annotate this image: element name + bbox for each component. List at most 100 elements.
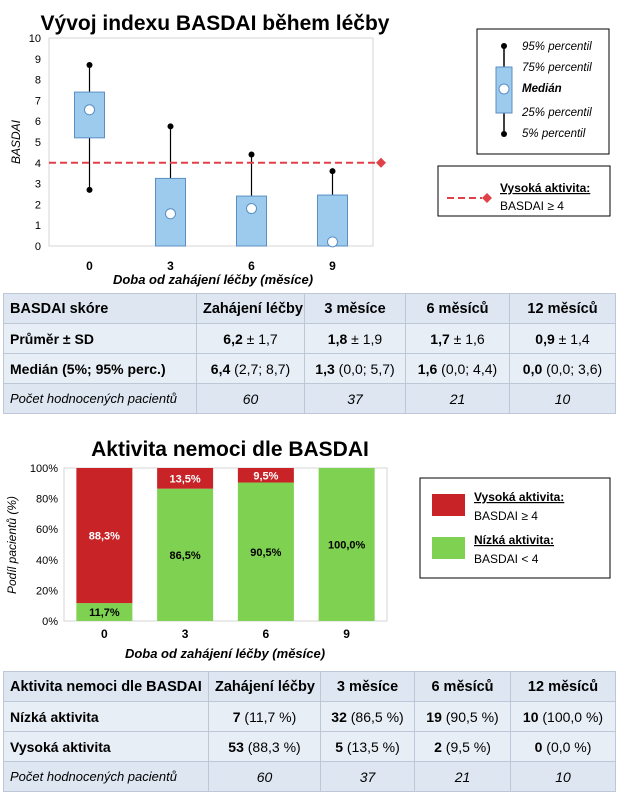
- box-p5-dot: [86, 186, 93, 193]
- y-tick-label: 80%: [36, 494, 58, 506]
- y-tick-label: 40%: [36, 555, 58, 567]
- table-cell: 21: [414, 761, 511, 792]
- table-cell: 0,9 ± 1,4: [509, 323, 616, 354]
- box-median-marker: [246, 203, 257, 215]
- legend-whisker-bottom-dot: [501, 131, 507, 137]
- table-row-count: Počet hodnocených pacientů 60 37 21 10: [3, 761, 616, 792]
- bar-low-activity: [76, 603, 133, 621]
- table-cell: 19 (90,5 %): [414, 701, 511, 732]
- bar-data-label: 11,7%: [89, 607, 120, 619]
- legend-median-label: Medián: [522, 83, 562, 95]
- bar-high-activity: [76, 468, 133, 604]
- y-tick-label: 1: [35, 220, 41, 232]
- table-cell: 53 (88,3 %): [208, 731, 321, 762]
- table-cell: 7 (11,7 %): [208, 701, 321, 732]
- box-median-marker: [165, 208, 176, 220]
- legend-threshold-label: Vysoká aktivita:: [500, 181, 590, 195]
- chart2-legend: Vysoká aktivita: BASDAI ≥ 4 Nízká aktivi…: [419, 477, 611, 579]
- table-row-count: Počet hodnocených pacientů 60 37 21 10: [3, 383, 616, 414]
- table-cell: 37: [304, 383, 406, 414]
- legend-low-sub: BASDAI < 4: [474, 552, 539, 566]
- chart2-title: Aktivita nemoci dle BASDAI: [91, 438, 369, 461]
- chart1-y-axis-label: BASDAI: [9, 119, 23, 164]
- legend-low-label: Nízká aktivita:: [474, 533, 554, 547]
- table-cell: 6,4 (2,7; 8,7): [196, 353, 305, 384]
- box-p95-dot: [167, 123, 174, 130]
- disease-activity-chart: Aktivita nemoci dle BASDAI 0% 20% 40% 60% 80…: [5, 438, 611, 661]
- table-cell: 60: [208, 761, 321, 792]
- y-tick-label: 20%: [36, 585, 58, 597]
- bar-low-activity: [318, 468, 375, 621]
- chart2-x-axis-label: Doba od zahájení léčby (měsíce): [125, 646, 325, 661]
- box-iqr: [236, 195, 267, 247]
- chart1-stats-legend: 95% percentil 75% percentil Medián 25% p…: [476, 28, 610, 155]
- box-p95-dot: [248, 151, 255, 158]
- table-header-cell: 3 měsíce: [320, 671, 415, 702]
- bar-data-label: 9,5%: [253, 470, 278, 482]
- x-tick-label: 0: [101, 627, 108, 641]
- table-header-cell: Aktivita nemoci dle BASDAI: [3, 671, 209, 702]
- y-tick-label: 7: [35, 95, 41, 107]
- row-label: Počet hodnocených pacientů: [3, 761, 209, 792]
- y-tick-label: 5: [35, 137, 41, 149]
- table-cell: 32 (86,5 %): [320, 701, 415, 732]
- chart2-plot-frame: [63, 467, 388, 622]
- legend-p5-label: 5% percentil: [522, 128, 586, 140]
- x-tick-label: 3: [182, 627, 189, 641]
- table-cell: 0 (0,0 %): [510, 731, 616, 762]
- table-cell: 6,2 ± 1,7: [196, 323, 305, 354]
- x-tick-label: 3: [167, 259, 174, 273]
- table-cell: 1,3 (0,0; 5,7): [304, 353, 406, 384]
- legend-median-marker: [498, 83, 510, 95]
- table-row-high-activity: Vysoká aktivita 53 (88,3 %) 5 (13,5 %) 2…: [3, 731, 616, 762]
- row-label: Medián (5%; 95% perc.): [3, 353, 197, 384]
- table-cell: 10: [509, 383, 616, 414]
- table-cell: 10: [510, 761, 616, 792]
- table-row-mean: Průměr ± SD 6,2 ± 1,7 1,8 ± 1,9 1,7 ± 1,…: [3, 323, 616, 354]
- table-cell: 21: [405, 383, 510, 414]
- table-cell: 5 (13,5 %): [320, 731, 415, 762]
- bar-low-activity: [157, 488, 214, 621]
- table-cell: 37: [320, 761, 415, 792]
- table-cell: 1,6 (0,0; 4,4): [405, 353, 510, 384]
- y-tick-label: 10: [29, 33, 41, 45]
- table-header-cell: 6 měsíců: [414, 671, 511, 702]
- row-label: Počet hodnocených pacientů: [3, 383, 197, 414]
- legend-p75-label: 75% percentil: [522, 62, 592, 74]
- chart1-threshold-legend: Vysoká aktivita: BASDAI ≥ 4: [437, 165, 611, 217]
- table-cell: 60: [196, 383, 305, 414]
- y-tick-label: 0%: [42, 616, 58, 628]
- bar-data-label: 88,3%: [89, 531, 120, 543]
- threshold-diamond: [376, 157, 386, 168]
- row-label: Vysoká aktivita: [3, 731, 209, 762]
- table-header-cell: 6 měsíců: [405, 293, 510, 324]
- bar-data-label: 86,5%: [170, 550, 201, 562]
- x-tick-label: 9: [329, 259, 336, 273]
- box-p95-dot: [329, 168, 336, 175]
- legend-low-swatch: [432, 537, 465, 559]
- table-cell: 1,7 ± 1,6: [405, 323, 510, 354]
- table-cell: 2 (9,5 %): [414, 731, 511, 762]
- y-tick-label: 60%: [36, 524, 58, 536]
- x-tick-label: 6: [248, 259, 255, 273]
- table-cell: 10 (100,0 %): [510, 701, 616, 732]
- table-cell: 0,0 (0,0; 3,6): [509, 353, 616, 384]
- basdai-boxplot-chart: Vývoj indexu BASDAI během léčby 0 1 2 3 4 5 6 7…: [9, 12, 611, 287]
- box-median-marker: [327, 236, 338, 248]
- disease-activity-table: Aktivita nemoci dle BASDAI Zahájení léčb…: [3, 671, 616, 792]
- table-header-cell: 12 měsíců: [510, 671, 616, 702]
- table-header-cell: Zahájení léčby: [196, 293, 305, 324]
- x-tick-label: 0: [86, 259, 93, 273]
- table-header-row: BASDAI skóre Zahájení léčby 3 měsíce 6 m…: [3, 293, 616, 324]
- chart1-title: Vývoj indexu BASDAI během léčby: [41, 12, 390, 35]
- legend-high-swatch: [432, 494, 465, 516]
- y-tick-label: 9: [35, 54, 41, 66]
- table-header-row: Aktivita nemoci dle BASDAI Zahájení léčb…: [3, 671, 616, 702]
- x-tick-label: 6: [263, 627, 270, 641]
- table-header-cell: Zahájení léčby: [208, 671, 321, 702]
- legend-p95-label: 95% percentil: [522, 41, 592, 53]
- y-tick-label: 8: [35, 75, 41, 87]
- table-cell: 1,8 ± 1,9: [304, 323, 406, 354]
- legend-high-sub: BASDAI ≥ 4: [474, 509, 538, 523]
- table-row-low-activity: Nízká aktivita 7 (11,7 %) 32 (86,5 %) 19…: [3, 701, 616, 732]
